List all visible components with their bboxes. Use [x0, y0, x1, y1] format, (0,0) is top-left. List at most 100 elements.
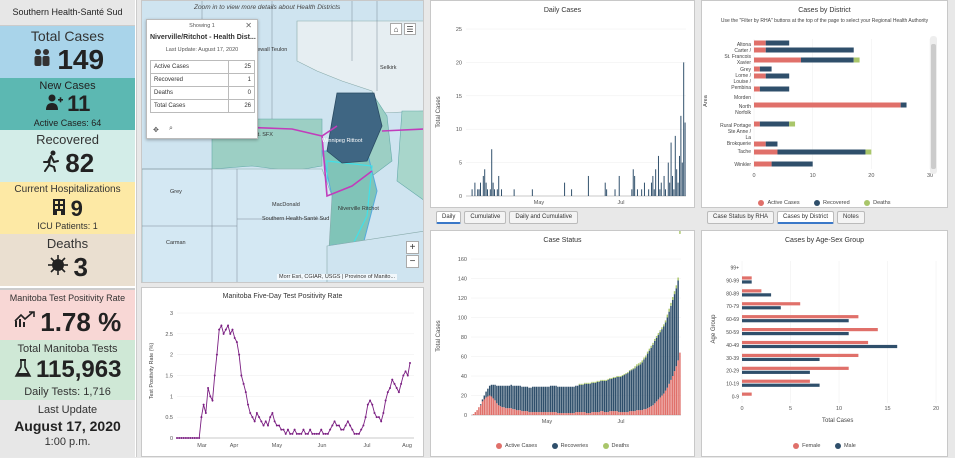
status-bar [549, 412, 552, 415]
status-bar [641, 410, 643, 415]
status-bar [481, 399, 484, 402]
positivity-point [337, 424, 340, 427]
legend-status-deaths[interactable]: Deaths [602, 443, 629, 449]
status-bar [551, 385, 554, 413]
status-bar [661, 327, 663, 330]
district-bar [765, 141, 778, 147]
status-bar [634, 368, 636, 412]
person-plus-icon [45, 93, 63, 116]
layer-list-button[interactable]: ☰ [404, 23, 416, 35]
daily-cases-panel: Daily Cases Total Cases 0 5 10 15 20 25 May Jul [430, 0, 695, 208]
status-bar [605, 379, 608, 381]
tab-cumulative[interactable]: Cumulative [464, 211, 507, 224]
district-bar [754, 161, 772, 167]
positivity-point [218, 328, 221, 331]
status-bar [576, 385, 579, 413]
positivity-chart-panel: Manitoba Five-Day Test Positivity Rate T… [141, 287, 424, 457]
status-bar [557, 413, 559, 415]
agesex-bar [742, 328, 878, 332]
status-bar [508, 408, 511, 415]
positivity-point [255, 412, 258, 414]
status-bar [632, 411, 634, 415]
status-bar [506, 408, 509, 415]
status-bar [611, 377, 613, 379]
tab-daily[interactable]: Daily [436, 211, 462, 224]
legend-active-cases[interactable]: Active Cases [496, 443, 537, 449]
legend-deaths[interactable]: Deaths [864, 200, 891, 206]
map-canvas[interactable] [142, 1, 424, 283]
positivity-point [235, 341, 238, 344]
daily-bar [673, 189, 675, 196]
positivity-point [342, 428, 345, 431]
status-bar [512, 385, 514, 410]
legend-recovered[interactable]: Recovered [814, 200, 850, 206]
x-tick-label: May [272, 443, 283, 449]
status-bar [657, 335, 660, 400]
agesex-legend: Female Male [702, 436, 947, 454]
status-bar [639, 362, 642, 365]
district-scroll-thumb[interactable] [931, 44, 936, 169]
positivity-point [377, 416, 380, 419]
district-bar [754, 149, 778, 155]
tab-case-status-by-rha[interactable]: Case Status by RHA [707, 211, 775, 224]
legend-male[interactable]: Male [834, 443, 856, 449]
status-bar [645, 355, 647, 358]
legend-recoveries[interactable]: Recoveries [551, 443, 588, 449]
total-tests-label: Total Manitoba Tests [17, 343, 118, 355]
popup-row: Total Cases 26 [149, 99, 255, 113]
status-bar [668, 311, 670, 384]
status-legend: Active Cases Recoveries Deaths [431, 436, 694, 454]
y-tick-label: 40 [461, 374, 467, 380]
positivity-point [306, 432, 309, 435]
status-bar [670, 302, 672, 306]
positivity-point [198, 437, 201, 439]
district-bar [754, 86, 760, 92]
home-button[interactable]: ⌂ [390, 23, 402, 35]
status-bar [580, 384, 582, 413]
y-tick-label: Tache [738, 149, 752, 155]
status-bar [488, 385, 491, 396]
map-popup: Showing 1 ✕ Niverville/Ritchot - Health … [146, 19, 258, 139]
popup-zoom-icon[interactable]: ⌕ [169, 125, 173, 132]
status-bar [523, 411, 525, 415]
status-bar [623, 374, 625, 376]
deaths-value: 3 [73, 252, 88, 282]
tab-cases-by-district[interactable]: Cases by District [777, 211, 835, 224]
status-bar [648, 407, 651, 415]
daily-bar [606, 189, 608, 196]
status-bar [650, 347, 652, 407]
daily-bar [489, 189, 491, 196]
positivity-point [227, 324, 230, 327]
daily-bar [485, 182, 487, 196]
agesex-bar [742, 344, 898, 349]
zoom-in-button[interactable]: + [406, 241, 419, 254]
tab-notes[interactable]: Notes [837, 211, 865, 224]
district-bar [765, 73, 790, 79]
status-bar [614, 376, 617, 378]
map-panel[interactable]: Zoom in to view more details about Healt… [141, 0, 424, 283]
daily-bar [663, 175, 665, 196]
district-bar [754, 73, 766, 79]
district-scrollbar[interactable] [930, 36, 937, 174]
status-bar [499, 385, 502, 407]
legend-active[interactable]: Active Cases [758, 200, 800, 206]
status-bar [566, 386, 568, 414]
status-bar [481, 401, 484, 415]
status-bar [673, 294, 676, 372]
legend-female[interactable]: Female [793, 443, 820, 449]
running-person-icon [41, 150, 61, 177]
positivity-point [371, 403, 374, 406]
status-bar [675, 285, 678, 289]
popup-move-icon[interactable]: ✥ [153, 127, 159, 134]
case-status-panel: Case Status Total Cases 0 20 40 60 80 100 120 1… [430, 230, 695, 457]
zoom-out-button[interactable]: − [406, 255, 419, 268]
status-bar [664, 320, 667, 323]
tab-daily-and-cumulative[interactable]: Daily and Cumulative [509, 211, 579, 224]
popup-close-icon[interactable]: ✕ [245, 21, 252, 30]
status-bar [541, 386, 543, 413]
status-bar [650, 345, 652, 348]
y-tick-label: 1.5 [165, 374, 173, 380]
positivity-point [269, 416, 272, 419]
y-tick-label: Winkler [734, 162, 751, 168]
